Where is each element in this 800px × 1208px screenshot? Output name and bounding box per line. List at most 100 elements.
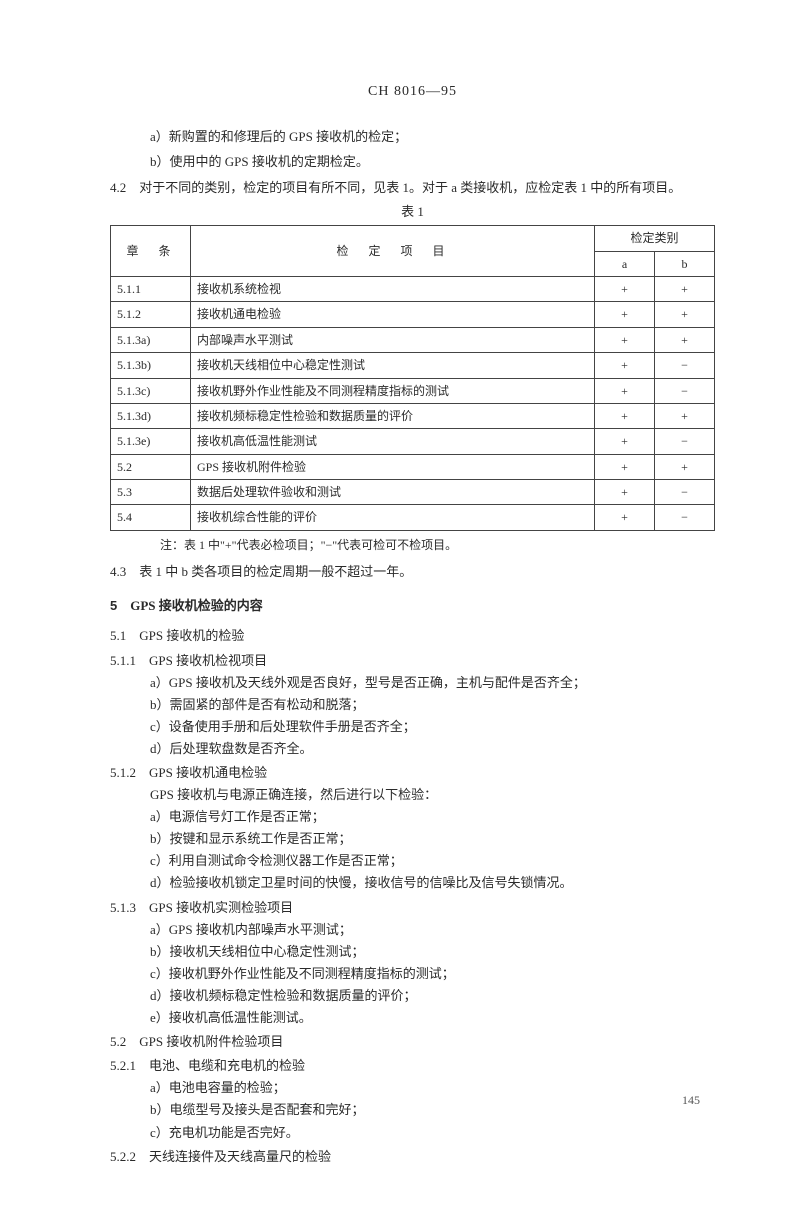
table-row: 5.1.3d)接收机频标稳定性检验和数据质量的评价++: [111, 403, 715, 428]
cell-zhang: 5.1.2: [111, 302, 191, 327]
cell-b: −: [655, 480, 715, 505]
list-item: a）GPS 接收机及天线外观是否良好，型号是否正确，主机与配件是否齐全；: [150, 672, 715, 694]
cell-xiangmu: 接收机高低温性能测试: [191, 429, 595, 454]
table-row: 5.1.2接收机通电检验++: [111, 302, 715, 327]
cell-a: +: [595, 454, 655, 479]
section-number: 5.1: [110, 628, 126, 643]
cell-a: +: [595, 353, 655, 378]
cell-b: −: [655, 353, 715, 378]
section-number: 5.2.1: [110, 1058, 136, 1073]
list-item: a）新购置的和修理后的 GPS 接收机的检定；: [150, 126, 715, 148]
th-leibie: 检定类别: [595, 226, 715, 251]
sub-5-1-3: 5.1.3 GPS 接收机实测检验项目: [110, 897, 715, 919]
cell-xiangmu: 内部噪声水平测试: [191, 327, 595, 352]
cell-b: +: [655, 454, 715, 479]
table-row: 5.4接收机综合性能的评价+−: [111, 505, 715, 530]
cell-b: +: [655, 276, 715, 301]
section-number: 5: [110, 598, 117, 613]
cell-b: +: [655, 302, 715, 327]
th-xiangmu: 检 定 项 目: [191, 226, 595, 277]
cell-zhang: 5.1.3e): [111, 429, 191, 454]
body-text: GPS 接收机通电检验: [136, 765, 267, 780]
list-a: a）新购置的和修理后的 GPS 接收机的检定； b）使用中的 GPS 接收机的定…: [150, 126, 715, 173]
sub-5-1: 5.1 GPS 接收机的检验: [110, 625, 715, 647]
cell-xiangmu: 接收机频标稳定性检验和数据质量的评价: [191, 403, 595, 428]
cell-xiangmu: 接收机综合性能的评价: [191, 505, 595, 530]
table-row: 5.3数据后处理软件验收和测试+−: [111, 480, 715, 505]
cell-zhang: 5.1.3a): [111, 327, 191, 352]
cell-zhang: 5.2: [111, 454, 191, 479]
cell-zhang: 5.3: [111, 480, 191, 505]
cell-a: +: [595, 378, 655, 403]
list-item: a）GPS 接收机内部噪声水平测试；: [150, 919, 715, 941]
section-number: 4.3: [110, 564, 126, 579]
cell-xiangmu: GPS 接收机附件检验: [191, 454, 595, 479]
page-number: 145: [682, 1093, 700, 1108]
cell-a: +: [595, 403, 655, 428]
cell-zhang: 5.1.3c): [111, 378, 191, 403]
list-item: d）检验接收机锁定卫星时间的快慢，接收信号的信噪比及信号失锁情况。: [150, 872, 715, 894]
cell-xiangmu: 接收机野外作业性能及不同测程精度指标的测试: [191, 378, 595, 403]
list-item: b）使用中的 GPS 接收机的定期检定。: [150, 151, 715, 173]
cell-xiangmu: 数据后处理软件验收和测试: [191, 480, 595, 505]
list-item: a）电源信号灯工作是否正常；: [150, 806, 715, 828]
section-number: 4.2: [110, 180, 126, 195]
table-note: 注：表 1 中"+"代表必检项目；"−"代表可检可不检项目。: [160, 535, 715, 555]
table-row: 5.1.3a)内部噪声水平测试++: [111, 327, 715, 352]
cell-zhang: 5.1.3d): [111, 403, 191, 428]
cell-xiangmu: 接收机天线相位中心稳定性测试: [191, 353, 595, 378]
section-heading: GPS 接收机检验的内容: [130, 598, 263, 613]
body-text: 天线连接件及天线高量尺的检验: [136, 1149, 331, 1164]
list-item: b）按键和显示系统工作是否正常；: [150, 828, 715, 850]
table-caption: 表 1: [110, 201, 715, 223]
table-row: 5.1.3e)接收机高低温性能测试+−: [111, 429, 715, 454]
list-512: a）电源信号灯工作是否正常；b）按键和显示系统工作是否正常；c）利用自测试命令检…: [150, 806, 715, 894]
list-item: d）接收机频标稳定性检验和数据质量的评价；: [150, 985, 715, 1007]
cell-a: +: [595, 480, 655, 505]
section-5-title: 5 GPS 接收机检验的内容: [110, 595, 715, 617]
cell-xiangmu: 接收机通电检验: [191, 302, 595, 327]
body-text: 电池、电缆和充电机的检验: [136, 1058, 305, 1073]
list-511: a）GPS 接收机及天线外观是否良好，型号是否正确，主机与配件是否齐全；b）需固…: [150, 672, 715, 760]
sub-5-1-2: 5.1.2 GPS 接收机通电检验: [110, 762, 715, 784]
cell-b: +: [655, 403, 715, 428]
cell-b: +: [655, 327, 715, 352]
list-item: c）充电机功能是否完好。: [150, 1122, 715, 1144]
sub-5-2-1: 5.2.1 电池、电缆和充电机的检验: [110, 1055, 715, 1077]
cell-a: +: [595, 505, 655, 530]
list-item: d）后处理软盘数是否齐全。: [150, 738, 715, 760]
leadin-512: GPS 接收机与电源正确连接，然后进行以下检验：: [150, 784, 715, 806]
cell-a: +: [595, 276, 655, 301]
list-item: c）接收机野外作业性能及不同测程精度指标的测试；: [150, 963, 715, 985]
cell-a: +: [595, 327, 655, 352]
list-item: e）接收机高低温性能测试。: [150, 1007, 715, 1029]
th-zhang: 章 条: [111, 226, 191, 277]
table-row: 5.2GPS 接收机附件检验++: [111, 454, 715, 479]
cell-b: −: [655, 505, 715, 530]
cell-xiangmu: 接收机系统检视: [191, 276, 595, 301]
list-513: a）GPS 接收机内部噪声水平测试；b）接收机天线相位中心稳定性测试；c）接收机…: [150, 919, 715, 1029]
th-a: a: [595, 251, 655, 276]
body-text: 对于不同的类别，检定的项目有所不同，见表 1。对于 a 类接收机，应检定表 1 …: [126, 180, 681, 195]
list-item: c）设备使用手册和后处理软件手册是否齐全；: [150, 716, 715, 738]
para-4-2: 4.2 对于不同的类别，检定的项目有所不同，见表 1。对于 a 类接收机，应检定…: [110, 177, 715, 199]
body-text: GPS 接收机检视项目: [136, 653, 267, 668]
body-text: GPS 接收机的检验: [126, 628, 244, 643]
para-4-3: 4.3 表 1 中 b 类各项目的检定周期一般不超过一年。: [110, 561, 715, 583]
body-text: GPS 接收机实测检验项目: [136, 900, 293, 915]
cell-b: −: [655, 378, 715, 403]
list-item: b）接收机天线相位中心稳定性测试；: [150, 941, 715, 963]
list-item: c）利用自测试命令检测仪器工作是否正常；: [150, 850, 715, 872]
sub-5-2: 5.2 GPS 接收机附件检验项目: [110, 1031, 715, 1053]
section-number: 5.1.2: [110, 765, 136, 780]
sub-5-2-2: 5.2.2 天线连接件及天线高量尺的检验: [110, 1146, 715, 1168]
table-1: 章 条 检 定 项 目 检定类别 a b 5.1.1接收机系统检视++5.1.2…: [110, 225, 715, 531]
table-row: 5.1.1接收机系统检视++: [111, 276, 715, 301]
cell-a: +: [595, 302, 655, 327]
section-number: 5.2.2: [110, 1149, 136, 1164]
table-row: 5.1.3c)接收机野外作业性能及不同测程精度指标的测试+−: [111, 378, 715, 403]
cell-b: −: [655, 429, 715, 454]
cell-zhang: 5.4: [111, 505, 191, 530]
document-header: CH 8016—95: [110, 80, 715, 104]
sub-5-1-1: 5.1.1 GPS 接收机检视项目: [110, 650, 715, 672]
